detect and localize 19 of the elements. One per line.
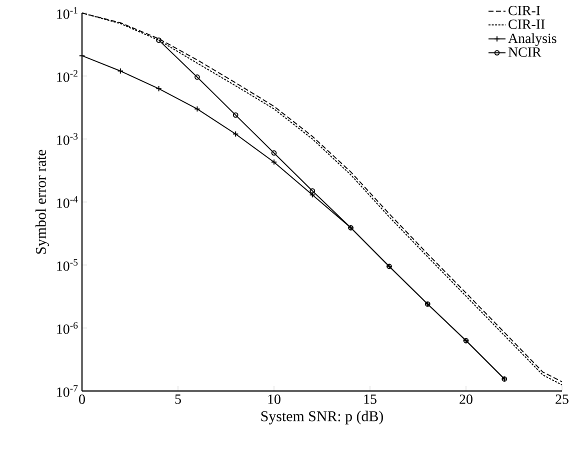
y-tick-label: 10$^{-3}$ <box>57 133 78 145</box>
x-tick-label: 0 <box>79 394 85 404</box>
y-tick-label: 10$^{-2}$ <box>57 70 78 82</box>
legend-label: NCIR <box>508 47 542 57</box>
x-tick-label: 15 <box>364 394 376 404</box>
x-axis-title: System SNR: p (dB) <box>261 410 383 424</box>
y-tick-label: 10$^{-1}$ <box>57 7 78 19</box>
y-axis-title: Symbol error rate <box>35 150 50 254</box>
y-tick-label: 10$^{-7}$ <box>57 385 78 397</box>
legend-label: CIR-I <box>508 6 540 16</box>
legend-label: CIR-II <box>508 20 545 29</box>
x-tick-label: 25 <box>556 394 568 404</box>
y-tick-label: 10$^{-4}$ <box>57 196 78 208</box>
y-tick-label: 10$^{-6}$ <box>57 322 78 334</box>
x-tick-label: 5 <box>175 394 181 404</box>
x-tick-label: 20 <box>460 394 472 404</box>
x-tick-label: 10 <box>268 394 280 404</box>
legend-label: Analysis <box>508 33 556 46</box>
y-tick-label: 10$^{-5}$ <box>57 259 78 271</box>
